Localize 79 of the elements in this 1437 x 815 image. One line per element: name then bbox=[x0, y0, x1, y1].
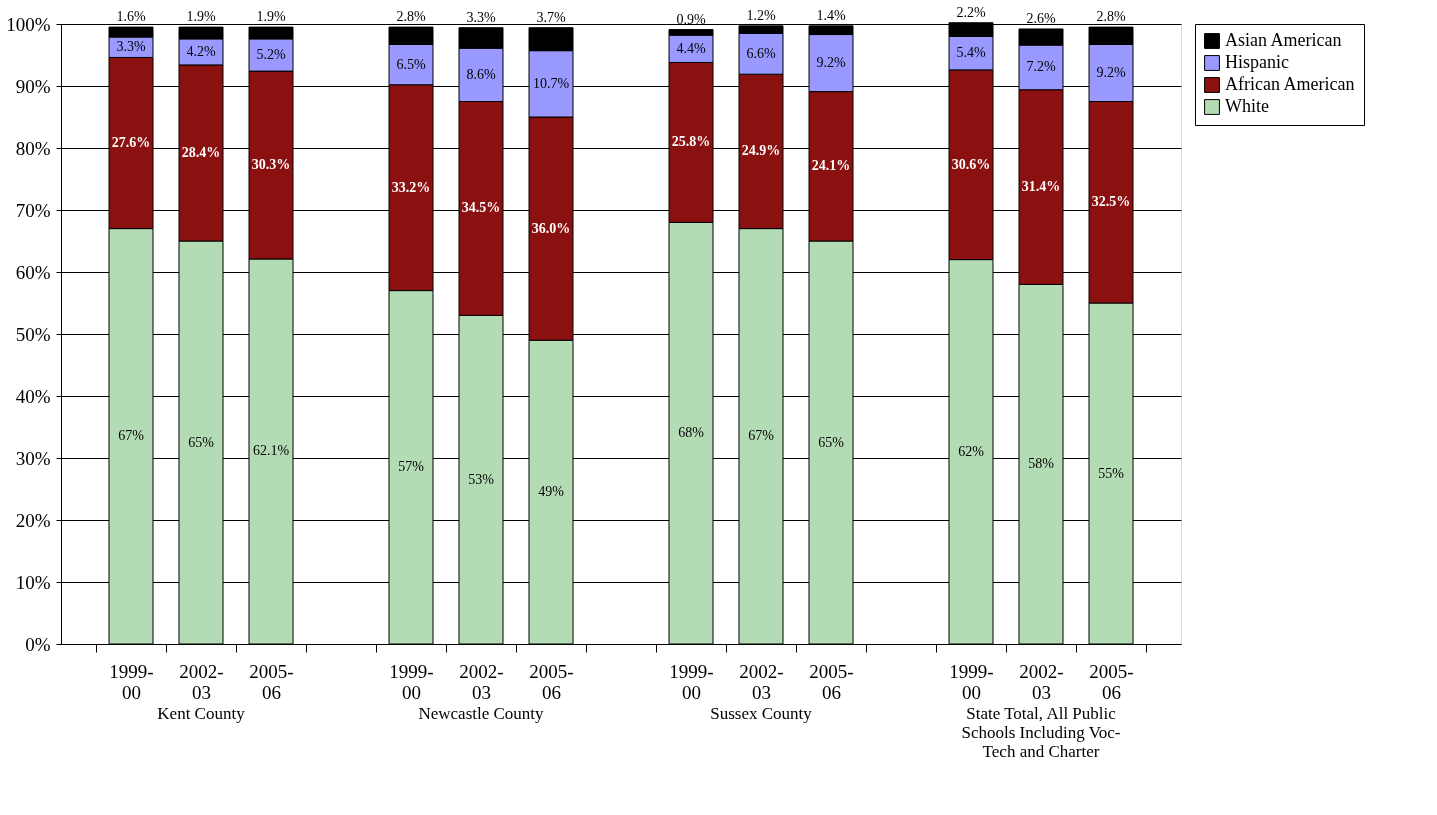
text: State Total, All Public Schools Including Voc-Tech and Charter bbox=[961, 704, 1121, 761]
y-tick-label: 70% bbox=[15, 199, 51, 221]
y-tick-label: 10% bbox=[15, 571, 51, 593]
text: Newcastle County bbox=[418, 704, 545, 723]
data-label: 1.4% bbox=[816, 7, 846, 23]
y-tick-label: 80% bbox=[15, 137, 51, 159]
data-label: 5.2% bbox=[256, 47, 286, 62]
data-label: 3.3% bbox=[116, 39, 146, 55]
x-tick-label: 2005-06 bbox=[529, 660, 574, 703]
data-label: 1.6% bbox=[116, 9, 146, 25]
y-tick-label: 100% bbox=[6, 13, 51, 35]
data-label: 3.7% bbox=[536, 9, 566, 25]
legend-label: African American bbox=[1225, 74, 1355, 94]
legend-label: White bbox=[1225, 96, 1269, 116]
x-tick-label: 1999-00 bbox=[949, 660, 994, 703]
data-label: 65% bbox=[818, 434, 845, 450]
data-label: 49% bbox=[538, 484, 565, 500]
data-label: 67% bbox=[118, 428, 145, 444]
data-label: 58% bbox=[1028, 456, 1055, 472]
data-label: 0.9% bbox=[676, 11, 706, 27]
x-tick-label: 2005-06 bbox=[809, 660, 854, 703]
x-tick-label: 2002-03 bbox=[1019, 660, 1064, 703]
data-label: 4.2% bbox=[186, 43, 216, 59]
data-label: 9.2% bbox=[816, 55, 846, 71]
y-tick-label: 0% bbox=[25, 633, 51, 655]
data-label: 36.0% bbox=[531, 220, 571, 236]
data-label: 62.1% bbox=[252, 443, 290, 459]
x-tick-label: 2005-06 bbox=[1089, 660, 1134, 703]
x-tick-label: 1999-00 bbox=[389, 660, 434, 703]
data-label: 6.5% bbox=[396, 56, 426, 72]
data-label: 2.8% bbox=[1096, 9, 1126, 25]
data-label: 67% bbox=[748, 428, 775, 444]
data-label: 34.5% bbox=[461, 200, 501, 216]
x-tick-label: 2002-03 bbox=[459, 660, 504, 703]
data-label: 2.6% bbox=[1026, 10, 1056, 26]
data-label: 27.6% bbox=[111, 135, 151, 151]
data-label: 57% bbox=[398, 459, 425, 475]
data-label: 68% bbox=[678, 425, 705, 441]
y-tick-label: 40% bbox=[15, 385, 51, 407]
x-tick-label: 2002-03 bbox=[179, 660, 224, 703]
text: Kent County bbox=[157, 704, 246, 723]
data-label: 55% bbox=[1098, 465, 1125, 481]
data-label: 53% bbox=[468, 471, 495, 487]
data-label: 4.4% bbox=[676, 40, 706, 56]
y-tick-label: 50% bbox=[15, 323, 51, 345]
data-label: 2.8% bbox=[396, 9, 426, 25]
data-label: 33.2% bbox=[391, 179, 431, 195]
data-label: 1.9% bbox=[186, 9, 216, 25]
data-label: 28.4% bbox=[181, 144, 221, 160]
legend-label: Hispanic bbox=[1225, 52, 1289, 72]
data-label: 10.7% bbox=[532, 75, 570, 91]
data-label: 31.4% bbox=[1021, 179, 1061, 195]
data-label: 24.9% bbox=[741, 143, 781, 159]
data-label: 5.4% bbox=[956, 45, 986, 61]
y-tick-label: 20% bbox=[15, 509, 51, 531]
x-tick-label: 2005-06 bbox=[249, 660, 294, 703]
data-label: 7.2% bbox=[1026, 59, 1056, 75]
data-label: 30.6% bbox=[951, 156, 991, 172]
y-tick-label: 90% bbox=[15, 75, 51, 97]
data-label: 9.2% bbox=[1096, 64, 1126, 80]
data-label: 6.6% bbox=[746, 45, 776, 61]
data-label: 2.2% bbox=[956, 4, 986, 20]
x-tick-label: 2002-03 bbox=[739, 660, 784, 703]
y-tick-label: 30% bbox=[15, 447, 51, 469]
x-tick-label: 1999-00 bbox=[109, 660, 154, 703]
data-label: 65% bbox=[188, 434, 215, 450]
data-label: 32.5% bbox=[1091, 194, 1131, 210]
text: Sussex County bbox=[710, 704, 813, 723]
data-label: 1.9% bbox=[256, 9, 286, 25]
data-label: 30.3% bbox=[251, 157, 291, 173]
data-label: 1.2% bbox=[746, 7, 776, 23]
legend-label: Asian American bbox=[1225, 30, 1342, 50]
data-label: 8.6% bbox=[466, 66, 496, 82]
data-label: 3.3% bbox=[466, 9, 496, 25]
data-label: 24.1% bbox=[811, 158, 851, 174]
x-tick-label: 1999-00 bbox=[669, 660, 714, 703]
data-label: 62% bbox=[958, 443, 985, 459]
data-label: 25.8% bbox=[671, 134, 711, 150]
y-tick-label: 60% bbox=[15, 261, 51, 283]
